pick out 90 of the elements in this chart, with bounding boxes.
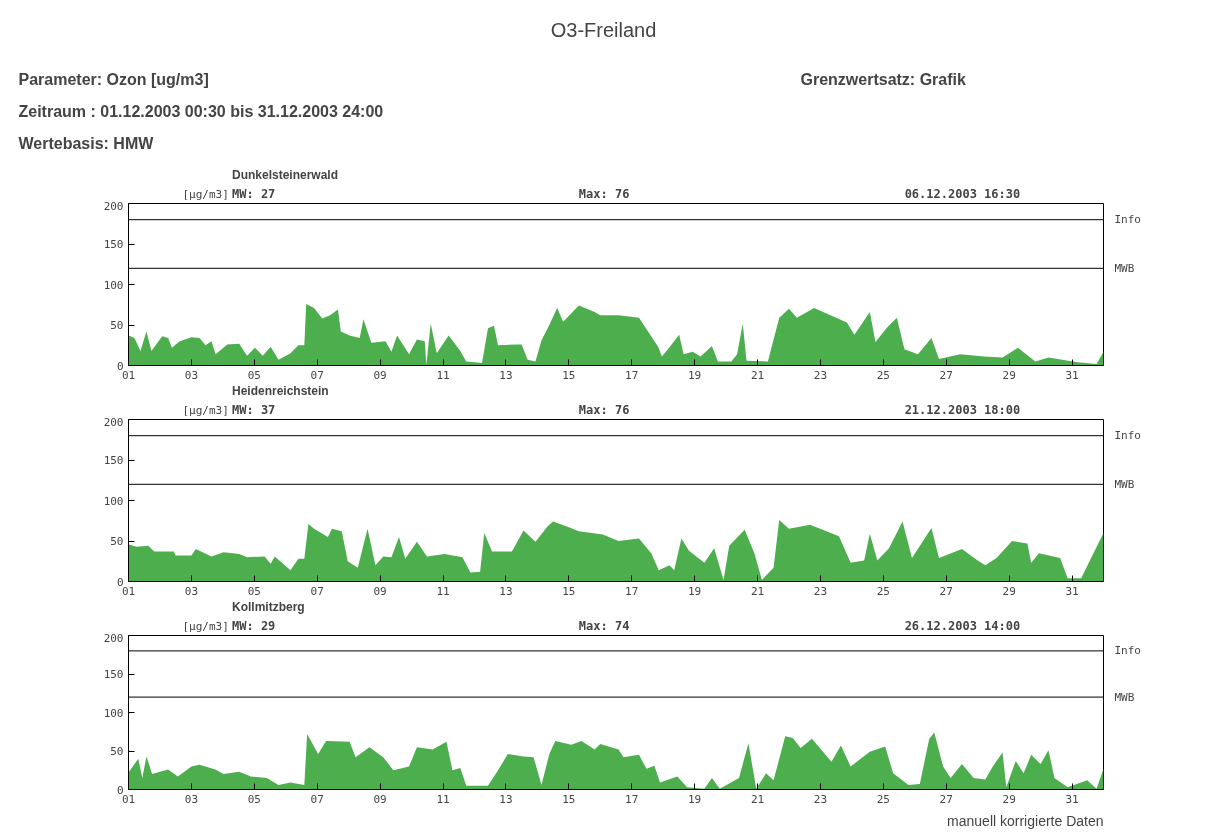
y-tick-label: 50: [110, 535, 124, 548]
text: MW: 27: [231, 186, 276, 201]
text: manuell korrigierte Daten: [947, 812, 1104, 829]
x-tick-label: 03: [184, 792, 199, 806]
text: Wertebasis: HMW: [18, 134, 155, 152]
text: Grenzwertsatz: Grafik: [800, 70, 966, 88]
x-tick-label: 29: [1002, 368, 1016, 382]
y-tick-label: 100: [103, 706, 124, 720]
chart-subtitle: Kollmitzberg: [231, 599, 305, 614]
x-tick-label: 25: [876, 792, 890, 806]
x-tick-label: 15: [562, 368, 576, 382]
text: 26.12.2003 14:00: [904, 618, 1021, 633]
y-axis-title: [µg/m3]: [182, 403, 229, 417]
y-tick-label: 150: [103, 238, 124, 251]
text: MW: 29: [231, 618, 276, 633]
x-tick-label: 01: [121, 792, 136, 806]
x-tick-label: 17: [625, 368, 639, 382]
x-tick-label: 11: [436, 792, 450, 806]
x-tick-label: 03: [184, 584, 199, 598]
y-tick-label: 0: [116, 783, 124, 797]
y-tick-label: 100: [103, 278, 124, 292]
y-tick-label: 0: [116, 575, 124, 589]
x-tick-label: 15: [562, 792, 576, 806]
x-tick-label: 27: [939, 792, 953, 806]
x-tick-label: 11: [436, 584, 450, 598]
x-tick-label: 09: [373, 792, 387, 806]
ref-line-label: MWB: [1114, 477, 1135, 491]
x-tick-label: 11: [436, 368, 450, 382]
x-tick-label: 31: [1065, 584, 1079, 598]
x-tick-label: 07: [310, 368, 324, 382]
x-tick-label: 29: [1002, 792, 1016, 806]
text: Parameter: Ozon [ug/m3]: [18, 70, 209, 88]
x-tick-label: 13: [499, 368, 513, 382]
x-tick-label: 05: [247, 584, 261, 598]
x-tick-label: 09: [373, 584, 387, 598]
x-tick-label: 23: [813, 584, 828, 598]
y-tick-label: 200: [103, 631, 124, 645]
x-tick-label: 23: [813, 792, 828, 806]
x-tick-label: 07: [310, 792, 324, 806]
text: Zeitraum : 01.12.2003 00:30 bis 31.12.2003 24:00: [18, 102, 384, 120]
x-tick-label: 25: [876, 584, 890, 598]
ref-line-label: Info: [1114, 429, 1141, 443]
y-tick-label: 50: [110, 319, 124, 332]
x-tick-label: 15: [562, 584, 576, 598]
x-tick-label: 27: [939, 368, 953, 382]
y-tick-label: 150: [103, 454, 124, 467]
ref-line-label: MWB: [1114, 690, 1135, 704]
x-tick-label: 23: [813, 368, 828, 382]
y-tick-label: 50: [110, 745, 124, 758]
x-tick-label: 21: [750, 584, 765, 598]
x-tick-label: 31: [1065, 792, 1079, 806]
x-tick-label: 17: [625, 792, 639, 806]
y-axis-title: [µg/m3]: [182, 619, 229, 633]
x-tick-label: 29: [1002, 584, 1016, 598]
x-tick-label: 19: [688, 368, 702, 382]
x-tick-label: 01: [121, 368, 136, 382]
x-tick-label: 03: [184, 368, 199, 382]
x-tick-label: 19: [688, 584, 702, 598]
chart-subtitle: Heidenreichstein: [231, 383, 329, 398]
x-tick-label: 05: [247, 368, 261, 382]
ref-line-label: Info: [1114, 644, 1141, 658]
y-tick-label: 0: [116, 359, 124, 373]
text: Max: 76: [578, 402, 630, 417]
ref-line-label: MWB: [1114, 261, 1135, 275]
x-tick-label: 21: [750, 792, 765, 806]
ref-line-label: Info: [1114, 213, 1141, 227]
text: Max: 74: [578, 618, 630, 633]
text: 21.12.2003 18:00: [904, 402, 1021, 417]
text: Max: 76: [578, 186, 630, 201]
x-tick-label: 13: [499, 792, 513, 806]
x-tick-label: 09: [373, 368, 387, 382]
text: MW: 37: [231, 402, 276, 417]
x-tick-label: 01: [121, 584, 136, 598]
x-tick-label: 25: [876, 368, 890, 382]
x-tick-label: 21: [750, 368, 765, 382]
text: 06.12.2003 16:30: [904, 186, 1021, 201]
x-tick-label: 17: [625, 584, 639, 598]
x-tick-label: 31: [1065, 368, 1079, 382]
x-tick-label: 07: [310, 584, 324, 598]
y-tick-label: 100: [103, 494, 124, 508]
chart-subtitle: Dunkelsteinerwald: [231, 167, 339, 182]
text: O3-Freiland: [550, 18, 657, 41]
x-tick-label: 27: [939, 584, 953, 598]
x-tick-label: 05: [247, 792, 261, 806]
y-tick-label: 200: [103, 199, 124, 213]
x-tick-label: 19: [688, 792, 702, 806]
y-tick-label: 150: [103, 668, 124, 681]
x-tick-label: 13: [499, 584, 513, 598]
y-tick-label: 200: [103, 415, 124, 429]
y-axis-title: [µg/m3]: [182, 187, 229, 201]
